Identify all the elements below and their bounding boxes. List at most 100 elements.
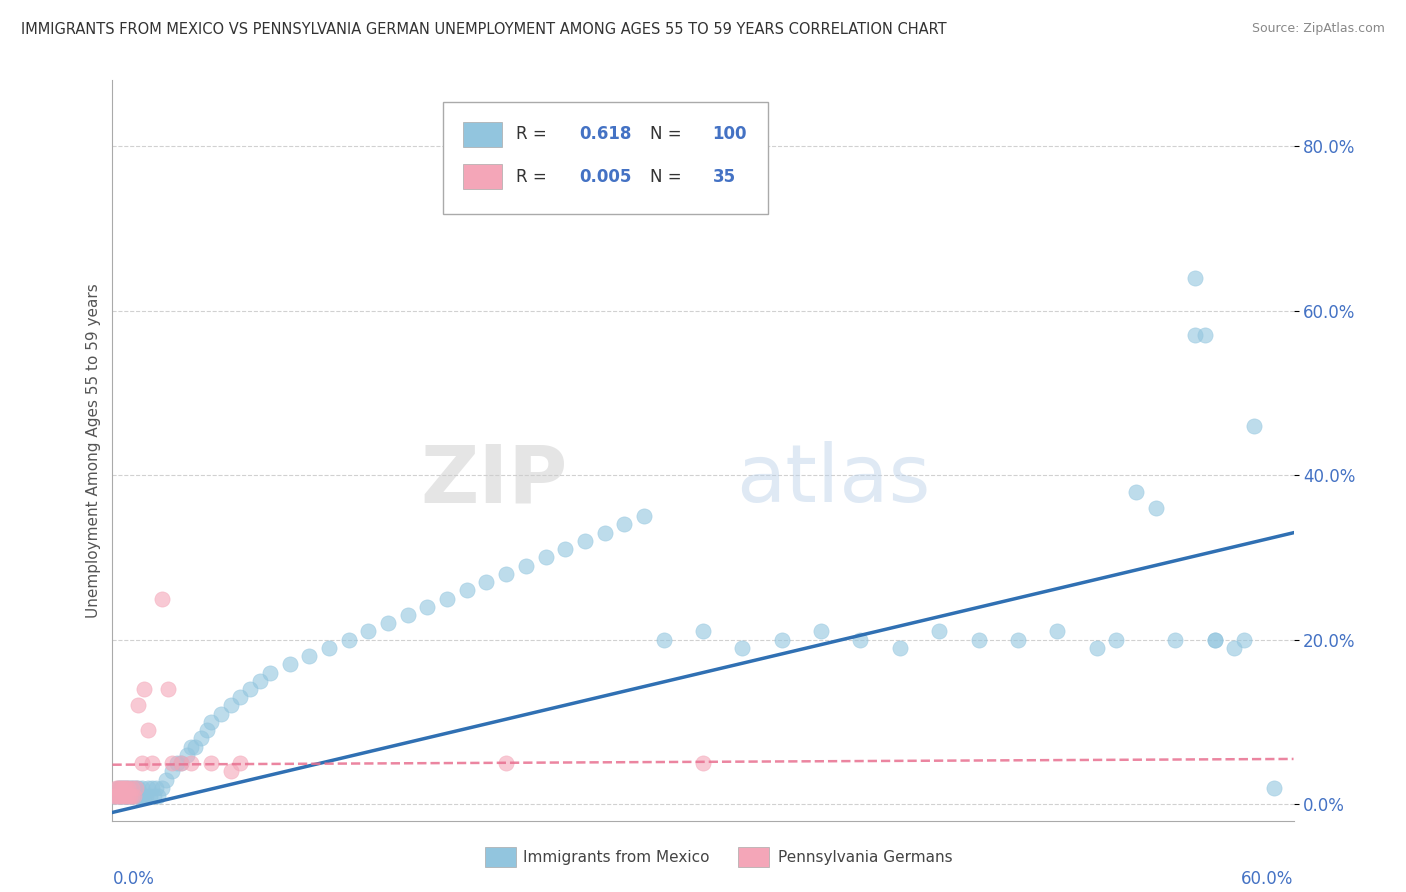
- Text: R =: R =: [516, 168, 547, 186]
- Point: [146, 789, 169, 803]
- Text: Immigrants from Mexico: Immigrants from Mexico: [523, 850, 710, 864]
- Point: [139, 789, 162, 803]
- Point: [125, 780, 148, 795]
- Point: [105, 789, 128, 803]
- Point: [396, 607, 419, 622]
- Point: [120, 789, 142, 803]
- Point: [160, 764, 183, 779]
- Point: [135, 789, 157, 803]
- Point: [112, 789, 135, 803]
- Point: [229, 690, 252, 705]
- Point: [107, 789, 129, 803]
- Point: [219, 764, 242, 779]
- Point: [142, 789, 165, 803]
- Point: [121, 780, 143, 795]
- Point: [107, 780, 129, 795]
- Point: [107, 780, 129, 795]
- Point: [1204, 632, 1226, 647]
- Point: [121, 789, 143, 803]
- Point: [156, 681, 179, 696]
- Point: [731, 640, 754, 655]
- Point: [613, 517, 636, 532]
- Point: [112, 789, 135, 803]
- Point: [967, 632, 990, 647]
- Point: [110, 789, 132, 803]
- Point: [298, 649, 321, 664]
- Bar: [463, 164, 502, 189]
- Point: [416, 599, 439, 614]
- Point: [259, 665, 281, 680]
- Point: [122, 789, 145, 803]
- Point: [278, 657, 301, 672]
- Point: [1233, 632, 1256, 647]
- Point: [456, 583, 478, 598]
- Point: [110, 780, 132, 795]
- Point: [150, 591, 173, 606]
- Point: [132, 681, 155, 696]
- Point: [117, 789, 139, 803]
- Point: [120, 780, 142, 795]
- Point: [377, 616, 399, 631]
- Point: [810, 624, 832, 639]
- Point: [117, 789, 139, 803]
- Text: 0.005: 0.005: [579, 168, 631, 186]
- Point: [110, 789, 132, 803]
- Point: [121, 789, 143, 803]
- Point: [1263, 780, 1285, 795]
- Point: [121, 780, 143, 795]
- Point: [249, 673, 271, 688]
- Point: [117, 780, 139, 795]
- Point: [1194, 328, 1216, 343]
- Text: 100: 100: [713, 126, 747, 144]
- Point: [692, 624, 714, 639]
- Point: [145, 780, 167, 795]
- Point: [219, 698, 242, 713]
- Point: [200, 714, 222, 729]
- Point: [160, 756, 183, 770]
- Point: [534, 550, 557, 565]
- Point: [117, 780, 139, 795]
- Point: [849, 632, 872, 647]
- Point: [131, 780, 153, 795]
- Point: [1046, 624, 1069, 639]
- Point: [593, 525, 616, 540]
- Point: [105, 789, 128, 803]
- Point: [166, 756, 188, 770]
- Point: [107, 789, 129, 803]
- Point: [136, 780, 159, 795]
- Point: [495, 756, 517, 770]
- Point: [141, 780, 163, 795]
- Point: [436, 591, 458, 606]
- Text: N =: N =: [650, 168, 682, 186]
- Point: [1204, 632, 1226, 647]
- Point: [574, 533, 596, 548]
- Point: [127, 698, 149, 713]
- Point: [132, 789, 155, 803]
- Point: [150, 780, 173, 795]
- Point: [122, 789, 145, 803]
- FancyBboxPatch shape: [443, 103, 768, 213]
- Point: [117, 789, 139, 803]
- Text: 0.618: 0.618: [579, 126, 631, 144]
- Point: [121, 789, 143, 803]
- Text: atlas: atlas: [735, 441, 931, 519]
- Point: [112, 780, 135, 795]
- Point: [115, 780, 138, 795]
- Point: [652, 632, 675, 647]
- Point: [111, 789, 134, 803]
- Point: [125, 789, 148, 803]
- Point: [127, 789, 149, 803]
- Point: [239, 681, 262, 696]
- Bar: [463, 122, 502, 146]
- Point: [176, 747, 198, 762]
- Point: [190, 731, 212, 746]
- Point: [1184, 328, 1206, 343]
- Point: [120, 789, 142, 803]
- Point: [110, 780, 132, 795]
- Point: [889, 640, 911, 655]
- Text: N =: N =: [650, 126, 682, 144]
- Point: [1085, 640, 1108, 655]
- Point: [115, 789, 138, 803]
- Point: [127, 780, 149, 795]
- Point: [195, 723, 218, 738]
